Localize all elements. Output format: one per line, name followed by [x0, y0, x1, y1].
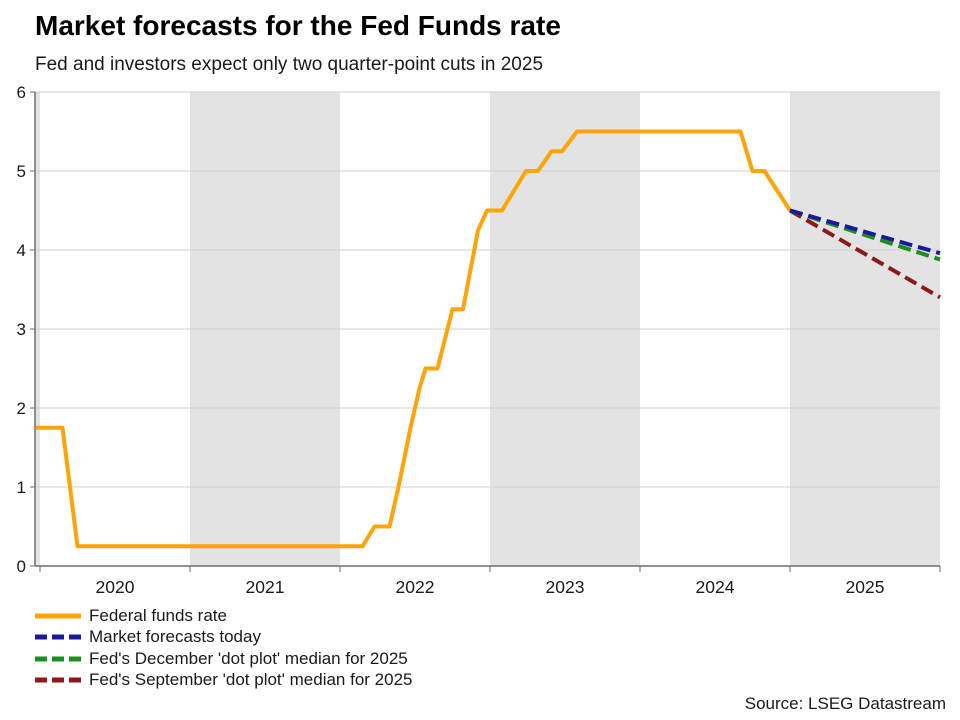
series-lines: [35, 129, 942, 549]
gridlines: [35, 91, 940, 488]
chart-title: Market forecasts for the Fed Funds rate: [35, 10, 561, 41]
x-tick-label: 2023: [546, 577, 585, 597]
legend-dashed-line-swatch: [35, 656, 81, 662]
y-tick-labels: 0 1 2 3 4 5 6: [17, 83, 26, 576]
series-line-fed-s-september-dot-plot-median-for-2025: [788, 208, 942, 300]
legend-label: Federal funds rate: [89, 605, 227, 625]
y-tick-label: 1: [17, 478, 26, 497]
series-line-market-forecasts-today: [789, 208, 941, 256]
legend-label: Fed's September 'dot plot' median for 20…: [89, 670, 413, 690]
legend-dashed-line-swatch: [35, 677, 81, 683]
legend-item: Fed's September 'dot plot' median for 20…: [35, 670, 412, 692]
y-tick-label: 6: [17, 83, 26, 102]
chart-legend: Federal funds rate Market forecasts today…: [35, 605, 412, 691]
y-tick-label: 2: [17, 399, 26, 418]
x-tick-label: 2024: [696, 577, 735, 597]
y-tick-label: 5: [17, 162, 26, 181]
axis-ticks: [30, 91, 941, 572]
x-tick-label: 2025: [846, 577, 885, 597]
legend-label: Fed's December 'dot plot' median for 202…: [89, 648, 408, 668]
legend-label: Market forecasts today: [89, 627, 261, 647]
x-tick-label: 2020: [96, 577, 135, 597]
x-tick-label: 2022: [396, 577, 435, 597]
legend-dashed-line-swatch: [35, 634, 81, 640]
chart-subtitle: Fed and investors expect only two quarte…: [35, 54, 544, 75]
legend-solid-line-swatch: [35, 613, 81, 619]
legend-item: Market forecasts today: [35, 627, 412, 649]
y-tick-label: 3: [17, 320, 26, 339]
y-tick-label: 0: [17, 557, 26, 576]
y-tick-label: 4: [17, 241, 26, 260]
legend-item: Fed's December 'dot plot' median for 202…: [35, 648, 412, 670]
x-tick-label: 2021: [246, 577, 285, 597]
source-credit: Source: LSEG Datastream: [744, 694, 946, 713]
x-tick-labels: 2020 2021 2022 2023 2024 2025: [96, 577, 885, 597]
legend-item: Federal funds rate: [35, 605, 412, 627]
series-line-federal-funds-rate: [35, 129, 792, 549]
